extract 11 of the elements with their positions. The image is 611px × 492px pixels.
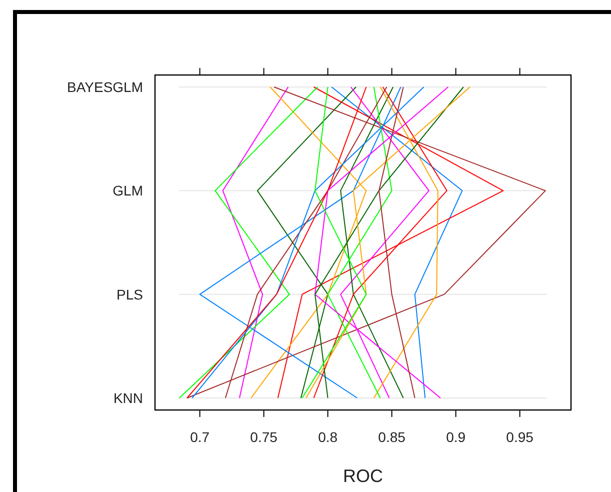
x-tick-label: 0.7 bbox=[190, 429, 210, 445]
x-tick-label: 0.9 bbox=[446, 429, 466, 445]
x-axis-title: ROC bbox=[343, 466, 383, 486]
x-tick-label: 0.95 bbox=[506, 429, 534, 445]
x-tick-label: 0.8 bbox=[318, 429, 338, 445]
y-tick-label: KNN bbox=[113, 390, 143, 406]
x-tick-label: 0.75 bbox=[250, 429, 278, 445]
x-tick-label: 0.85 bbox=[378, 429, 406, 445]
y-tick-label: BAYESGLM bbox=[67, 79, 143, 95]
y-tick-label: PLS bbox=[116, 286, 143, 302]
y-tick-label: GLM bbox=[112, 182, 143, 199]
